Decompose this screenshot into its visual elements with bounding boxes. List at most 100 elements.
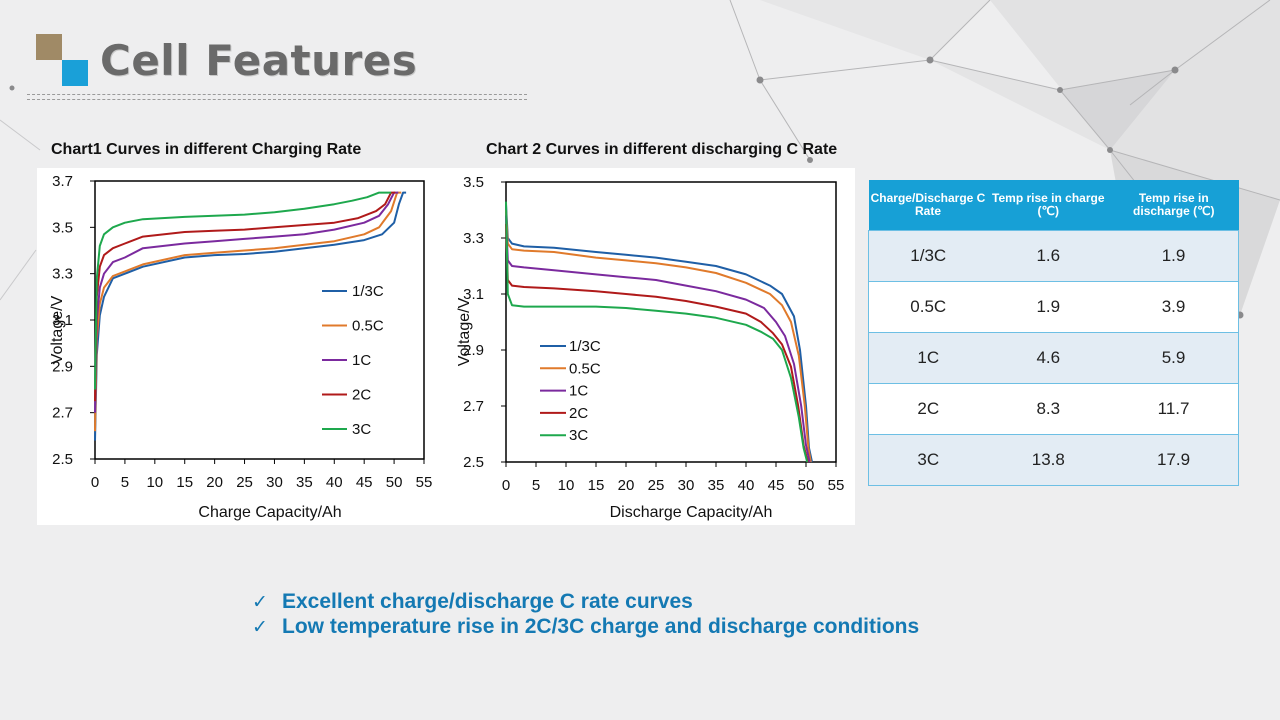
y-tick-label: 3.5 xyxy=(52,219,73,236)
legend-label: 3C xyxy=(352,421,371,438)
y-tick-label: 2.9 xyxy=(52,358,73,375)
y-tick-label: 2.5 xyxy=(463,454,484,471)
x-tick-label: 25 xyxy=(648,477,665,494)
table-cell-discharge-temp: 5.9 xyxy=(1109,332,1240,384)
table-row: 3C 13.8 17.9 xyxy=(868,434,1240,486)
y-tick-label: 3.7 xyxy=(52,173,73,190)
table-header-discharge-temp: Temp rise in discharge (℃) xyxy=(1109,180,1239,231)
y-tick-label: 2.7 xyxy=(463,398,484,415)
series-line-1/3C xyxy=(505,204,813,463)
table-row: 1/3C 1.6 1.9 xyxy=(868,230,1240,282)
x-tick-label: 20 xyxy=(206,474,223,491)
table-header-rate: Charge/Discharge C Rate xyxy=(868,180,988,231)
legend-label: 3C xyxy=(569,427,588,444)
x-tick-label: 20 xyxy=(618,477,635,494)
y-tick-label: 3.3 xyxy=(52,266,73,283)
x-tick-label: 15 xyxy=(176,474,193,491)
legend-label: 0.5C xyxy=(352,318,384,335)
table-header-charge-temp: Temp rise in charge (℃) xyxy=(987,180,1110,231)
y-tick-label: 3.1 xyxy=(463,286,484,303)
series-line-2C xyxy=(505,223,809,463)
bullet-item: ✓ Low temperature rise in 2C/3C charge an… xyxy=(252,614,919,639)
y-tick-label: 2.7 xyxy=(52,405,73,422)
x-tick-label: 35 xyxy=(296,474,313,491)
table-cell-discharge-temp: 17.9 xyxy=(1109,434,1240,486)
table-row: 2C 8.3 11.7 xyxy=(868,383,1240,435)
series-line-3C xyxy=(94,191,392,390)
chart-panel xyxy=(37,168,855,525)
table-cell-discharge-temp: 11.7 xyxy=(1109,383,1240,435)
legend-label: 2C xyxy=(352,387,371,404)
bullet-text: Low temperature rise in 2C/3C charge and… xyxy=(282,615,920,638)
table-cell-rate: 1/3C xyxy=(868,230,988,282)
table-cell-charge-temp: 1.9 xyxy=(987,281,1110,333)
table-cell-discharge-temp: 1.9 xyxy=(1109,230,1240,282)
x-tick-label: 50 xyxy=(798,477,815,494)
x-tick-label: 55 xyxy=(416,474,433,491)
series-line-2C xyxy=(94,191,396,402)
x-tick-label: 30 xyxy=(266,474,283,491)
table-cell-charge-temp: 13.8 xyxy=(987,434,1110,486)
temperature-rise-table: Charge/Discharge C Rate Temp rise in cha… xyxy=(868,180,1240,486)
checkmark-icon: ✓ xyxy=(252,591,268,613)
x-tick-label: 45 xyxy=(356,474,373,491)
x-tick-label: 55 xyxy=(828,477,845,494)
bullet-item: ✓ Excellent charge/discharge C rate curve… xyxy=(252,589,919,614)
series-line-0.5C xyxy=(505,209,812,463)
legend-label: 0.5C xyxy=(569,360,601,377)
series-line-1C xyxy=(94,191,399,413)
series-line-1C xyxy=(505,215,811,463)
x-tick-label: 5 xyxy=(532,477,540,494)
table-cell-charge-temp: 4.6 xyxy=(987,332,1110,384)
table-row: 0.5C 1.9 3.9 xyxy=(868,281,1240,333)
table-cell-charge-temp: 1.6 xyxy=(987,230,1110,282)
chart1-y-axis-label: Voltage/V xyxy=(49,295,66,364)
table-cell-rate: 1C xyxy=(868,332,988,384)
chart2-y-axis-label: Voltage/V xyxy=(456,297,473,366)
x-tick-label: 40 xyxy=(326,474,343,491)
x-tick-label: 40 xyxy=(738,477,755,494)
chart2-plot-frame xyxy=(505,181,837,463)
x-tick-label: 0 xyxy=(91,474,99,491)
table-header-row: Charge/Discharge C Rate Temp rise in cha… xyxy=(868,180,1239,231)
chart1-title: Chart1 Curves in different Charging Rate xyxy=(51,141,362,158)
legend-label: 1C xyxy=(569,383,588,400)
table-cell-rate: 0.5C xyxy=(868,281,988,333)
y-tick-label: 2.5 xyxy=(52,451,73,468)
y-tick-label: 3.3 xyxy=(463,230,484,247)
logo-square-blue xyxy=(62,60,88,86)
x-tick-label: 35 xyxy=(708,477,725,494)
x-tick-label: 15 xyxy=(588,477,605,494)
page-title: Cell Features xyxy=(100,36,418,85)
table-cell-discharge-temp: 3.9 xyxy=(1109,281,1240,333)
x-tick-label: 5 xyxy=(121,474,129,491)
title-underline xyxy=(27,94,527,100)
table-row: 1C 4.6 5.9 xyxy=(868,332,1240,384)
x-tick-label: 25 xyxy=(236,474,253,491)
series-line-3C xyxy=(505,201,809,463)
table-cell-rate: 2C xyxy=(868,383,988,435)
chart2-title: Chart 2 Curves in different discharging … xyxy=(486,141,838,158)
y-tick-label: 3.1 xyxy=(52,312,73,329)
series-line-0.5C xyxy=(94,191,402,432)
y-tick-label: 2.9 xyxy=(463,342,484,359)
x-tick-label: 30 xyxy=(678,477,695,494)
checkmark-icon: ✓ xyxy=(252,616,268,638)
x-tick-label: 0 xyxy=(502,477,510,494)
bullet-text: Excellent charge/discharge C rate curves xyxy=(282,590,693,613)
x-tick-label: 45 xyxy=(768,477,785,494)
x-tick-label: 10 xyxy=(558,477,575,494)
series-line-1/3C xyxy=(94,191,407,441)
table-cell-rate: 3C xyxy=(868,434,988,486)
legend-label: 2C xyxy=(569,405,588,422)
chart1-x-axis-label: Charge Capacity/Ah xyxy=(198,504,341,521)
legend-label: 1/3C xyxy=(569,338,601,355)
legend-label: 1/3C xyxy=(352,283,384,300)
x-tick-label: 10 xyxy=(146,474,163,491)
y-tick-label: 3.5 xyxy=(463,174,484,191)
x-tick-label: 50 xyxy=(386,474,403,491)
chart2-x-axis-label: Discharge Capacity/Ah xyxy=(610,504,773,521)
feature-bullet-list: ✓ Excellent charge/discharge C rate curve… xyxy=(252,589,919,639)
